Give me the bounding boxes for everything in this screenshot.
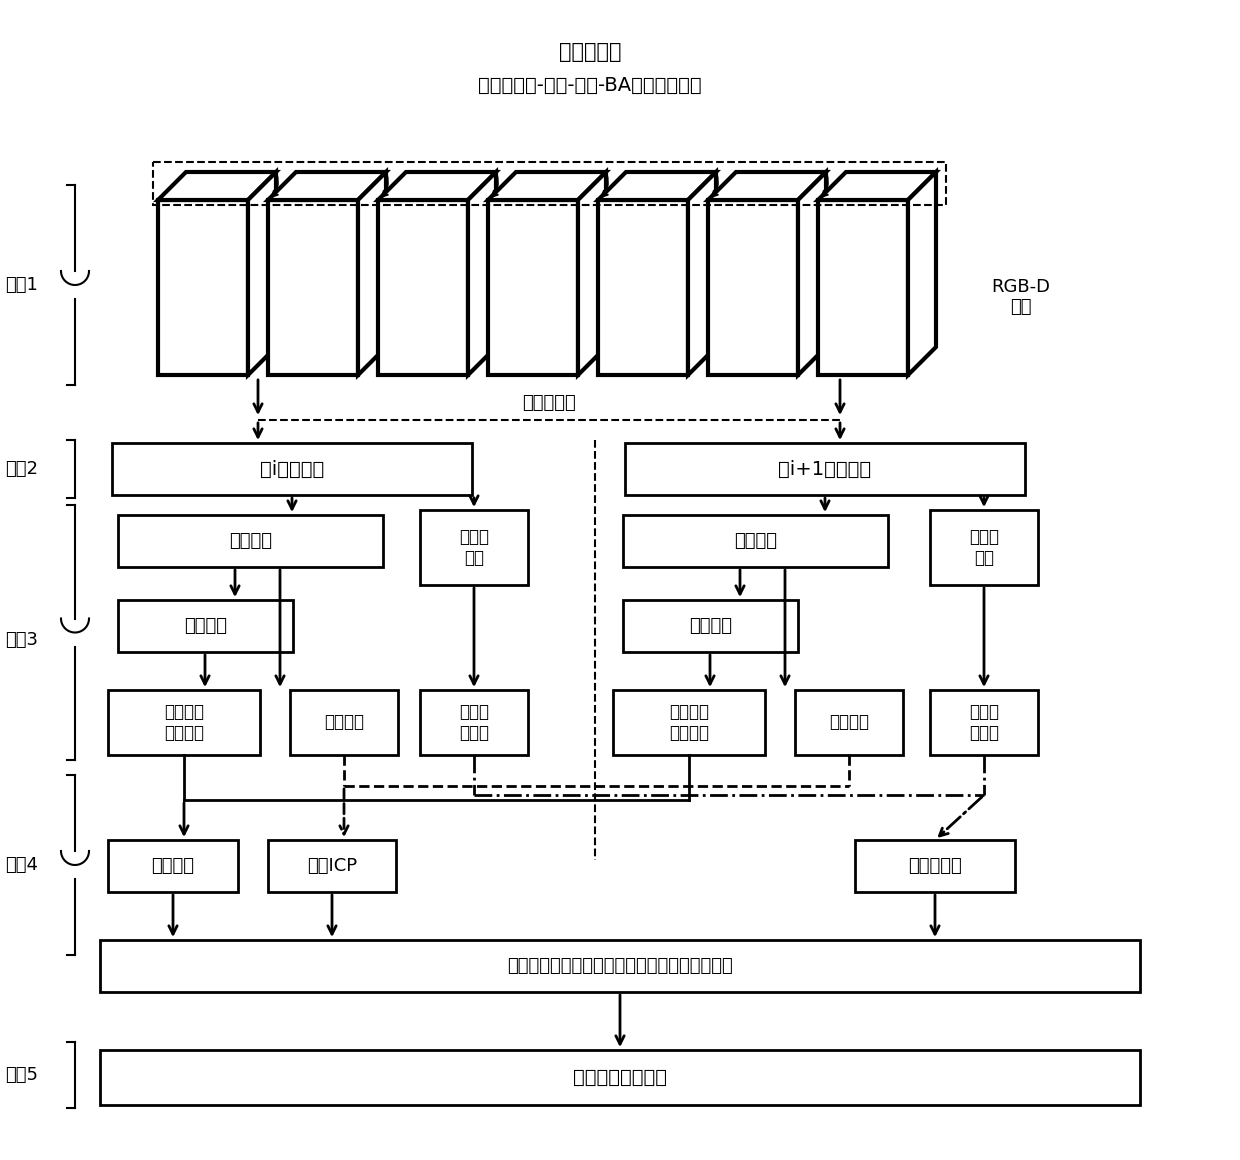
Text: 实例分割: 实例分割 [734, 532, 777, 550]
Polygon shape [489, 172, 606, 200]
Bar [100, 1050, 1140, 1105]
Text: 实例分割: 实例分割 [229, 532, 272, 550]
Polygon shape [578, 172, 606, 375]
Bar [795, 690, 903, 755]
Text: 特征点
描述子: 特征点 描述子 [968, 703, 999, 742]
Bar [268, 840, 396, 892]
Text: 步骤5: 步骤5 [5, 1066, 38, 1083]
Bar [930, 690, 1038, 755]
Bar [108, 690, 260, 755]
Text: 提取关键帧: 提取关键帧 [522, 394, 575, 412]
Polygon shape [908, 172, 936, 375]
Polygon shape [598, 172, 715, 200]
Bar [100, 940, 1140, 992]
Text: 特征点匹配: 特征点匹配 [908, 857, 962, 875]
Text: 特征提取: 特征提取 [184, 617, 227, 635]
Text: 视觉里程计: 视觉里程计 [559, 42, 621, 61]
Polygon shape [157, 200, 248, 375]
Bar [420, 510, 528, 585]
Bar [112, 443, 472, 495]
Text: 特征提取: 特征提取 [689, 617, 732, 635]
Polygon shape [157, 172, 277, 200]
Text: 实例特征
描述向量: 实例特征 描述向量 [164, 703, 205, 742]
Polygon shape [378, 200, 467, 375]
Bar [108, 840, 238, 892]
Polygon shape [818, 172, 936, 200]
Text: 实例特征
描述向量: 实例特征 描述向量 [670, 703, 709, 742]
Polygon shape [688, 172, 715, 375]
Bar [290, 690, 398, 755]
Polygon shape [799, 172, 826, 375]
Text: 特征点
描述子: 特征点 描述子 [459, 703, 489, 742]
Text: 实例点云: 实例点云 [324, 713, 365, 732]
Text: 特征点
提取: 特征点 提取 [968, 528, 999, 567]
Text: 步骤2: 步骤2 [5, 461, 38, 478]
Bar [625, 443, 1025, 495]
Text: 点云ICP: 点云ICP [308, 857, 357, 875]
Polygon shape [358, 172, 386, 375]
Bar [153, 162, 946, 205]
Text: 步骤4: 步骤4 [5, 856, 38, 873]
Polygon shape [378, 172, 496, 200]
Bar [118, 600, 293, 652]
Text: 第i帧关键帧: 第i帧关键帧 [260, 459, 324, 478]
Bar [622, 515, 888, 567]
Text: 构建三维语义地图: 构建三维语义地图 [573, 1068, 667, 1087]
Text: 步骤1: 步骤1 [5, 276, 38, 293]
Polygon shape [489, 200, 578, 375]
Bar [856, 840, 1016, 892]
Text: RGB-D
图像: RGB-D 图像 [991, 277, 1050, 317]
Text: 实例匹配: 实例匹配 [151, 857, 195, 875]
Polygon shape [268, 172, 386, 200]
Text: 特征点
提取: 特征点 提取 [459, 528, 489, 567]
Bar [613, 690, 765, 755]
Polygon shape [248, 172, 277, 375]
Polygon shape [467, 172, 496, 375]
Polygon shape [268, 200, 358, 375]
Bar [930, 510, 1038, 585]
Polygon shape [708, 172, 826, 200]
Text: 特征点提取-匹配-跟踪-BA求解相机运动: 特征点提取-匹配-跟踪-BA求解相机运动 [479, 75, 702, 94]
Text: 步骤3: 步骤3 [5, 631, 38, 648]
Polygon shape [818, 200, 908, 375]
Text: 融合特征点匹配和实例匹配进行局部非线性优化: 融合特征点匹配和实例匹配进行局部非线性优化 [507, 957, 733, 976]
Polygon shape [708, 200, 799, 375]
Text: 第i+1帧关键帧: 第i+1帧关键帧 [779, 459, 872, 478]
Bar [118, 515, 383, 567]
Bar [622, 600, 799, 652]
Polygon shape [598, 200, 688, 375]
Bar [420, 690, 528, 755]
Text: 实例点云: 实例点云 [830, 713, 869, 732]
